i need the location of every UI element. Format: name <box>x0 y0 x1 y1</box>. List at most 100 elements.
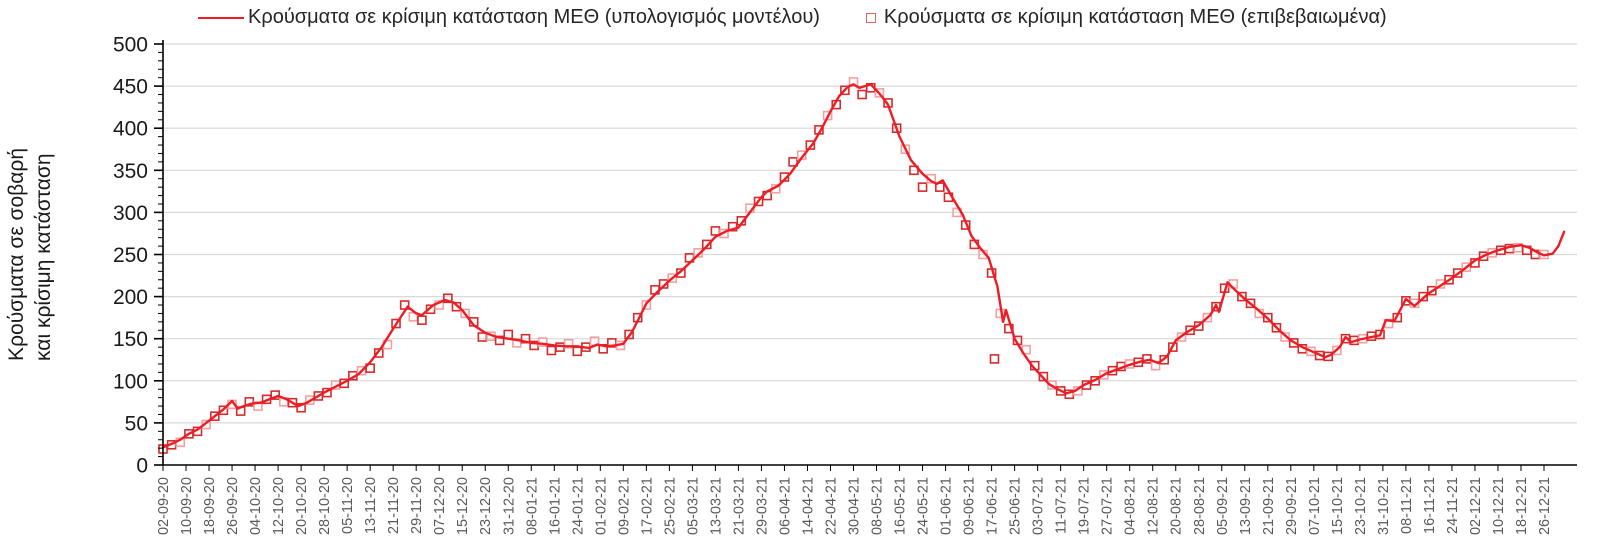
y-tick-label: 150 <box>113 328 148 351</box>
confirmed-point <box>753 196 764 207</box>
x-tick-label: 13-09-21 <box>1238 477 1254 535</box>
confirmed-point <box>701 239 712 250</box>
x-tick-label: 02-09-20 <box>156 477 172 535</box>
y-axis-title: Κρούσματα σε σοβαρή και κρίσιμη κατάστασ… <box>4 44 57 465</box>
x-tick-label: 30-04-21 <box>847 477 863 535</box>
legend: Κρούσματα σε κρίσιμη κατάσταση ΜΕΘ (υπολ… <box>198 6 1387 29</box>
confirmed-point <box>1332 345 1342 356</box>
gridlines <box>163 43 1577 424</box>
x-tick-label: 19-07-21 <box>1077 477 1093 535</box>
confirmed-point <box>270 390 281 400</box>
model-line <box>161 83 1566 449</box>
x-tick-label: 25-06-21 <box>1008 477 1024 535</box>
confirmed-point <box>365 363 375 373</box>
confirmed-point <box>1271 322 1282 333</box>
x-tick-label: 04-08-21 <box>1123 477 1139 535</box>
x-tick-label: 10-12-21 <box>1491 477 1507 535</box>
x-tick-label: 24-01-21 <box>570 477 586 535</box>
confirmed-point <box>563 338 574 349</box>
y-axis-ticks: 0 50 100 150 200 250 300 350 400 450 500 <box>113 34 163 478</box>
confirmed-point <box>572 346 583 357</box>
confirmed-point <box>1176 332 1187 342</box>
confirmed-point <box>1444 274 1454 285</box>
x-tick-label: 25-02-21 <box>662 477 678 535</box>
y-tick-label: 500 <box>113 34 148 57</box>
x-tick-label: 12-10-20 <box>271 477 287 535</box>
x-tick-label: 29-11-20 <box>409 477 425 534</box>
x-tick-label: 24-11-21 <box>1445 477 1461 534</box>
confirmed-point <box>1142 354 1152 364</box>
confirmed-point <box>667 273 678 283</box>
y-tick-label: 350 <box>113 160 148 183</box>
x-tick-label: 12-08-21 <box>1146 477 1162 535</box>
x-tick-label: 23-12-20 <box>478 477 494 535</box>
x-tick-label: 21-09-21 <box>1261 477 1277 535</box>
x-tick-label: 17-06-21 <box>985 477 1001 535</box>
confirmed-point <box>443 293 453 304</box>
x-tick-label: 08-11-21 <box>1399 477 1415 534</box>
confirmed-point <box>840 85 850 96</box>
y-tick-label: 200 <box>113 286 148 309</box>
confirmed-point <box>1426 285 1437 296</box>
confirmed-point <box>1288 338 1299 348</box>
confirmed-point <box>857 89 867 100</box>
x-tick-label: 15-10-21 <box>1330 477 1346 535</box>
confirmed-point <box>1193 321 1204 331</box>
confirmed-point <box>218 405 229 416</box>
confirmed-point <box>1375 329 1385 340</box>
x-tick-label: 16-01-21 <box>547 477 563 535</box>
x-tick-label: 08-01-21 <box>524 477 540 535</box>
x-tick-label: 08-05-21 <box>870 477 886 535</box>
y-axis-title-line1: Κρούσματα σε σοβαρή <box>5 148 28 361</box>
x-tick-label: 29-03-21 <box>754 477 770 535</box>
x-tick-label: 28-10-20 <box>317 477 333 535</box>
confirmed-point <box>1280 332 1290 342</box>
y-tick-label: 0 <box>136 455 148 478</box>
x-tick-label: 20-08-21 <box>1169 477 1185 535</box>
x-tick-label: 23-10-21 <box>1353 477 1369 535</box>
legend-model-label: Κρούσματα σε κρίσιμη κατάσταση ΜΕΘ (υπολ… <box>248 6 820 28</box>
legend-item-model: Κρούσματα σε κρίσιμη κατάσταση ΜΕΘ (υπολ… <box>198 6 820 29</box>
confirmed-points <box>158 77 1549 454</box>
x-tick-label: 21-11-20 <box>386 477 402 534</box>
confirmed-point <box>1237 291 1247 302</box>
y-tick-label: 300 <box>113 202 148 225</box>
confirmed-point <box>1452 268 1463 278</box>
x-tick-label: 24-05-21 <box>916 477 932 535</box>
x-tick-label: 07-10-21 <box>1307 477 1323 535</box>
x-tick-label: 26-09-20 <box>225 477 241 535</box>
y-axis-title-line2: και κρίσιμη κατάσταση <box>32 153 55 361</box>
confirmed-point <box>788 157 798 167</box>
axes <box>162 40 1577 466</box>
x-tick-label: 13-11-20 <box>363 477 379 534</box>
confirmed-point <box>391 318 401 329</box>
x-tick-label: 13-03-21 <box>708 477 724 535</box>
x-tick-label: 26-12-21 <box>1537 477 1553 535</box>
x-tick-label: 03-07-21 <box>1031 477 1047 535</box>
x-tick-label: 09-06-21 <box>962 477 978 535</box>
y-tick-label: 450 <box>113 76 148 99</box>
x-tick-label: 06-04-21 <box>777 477 793 535</box>
x-tick-label: 28-08-21 <box>1192 477 1208 535</box>
confirmed-point <box>460 308 470 319</box>
y-tick-label: 50 <box>125 412 148 435</box>
confirmed-point <box>848 77 859 87</box>
x-tick-label: 29-09-21 <box>1284 477 1300 535</box>
legend-confirmed-label: Κρούσματα σε κρίσιμη κατάσταση ΜΕΘ (επιβ… <box>883 6 1387 28</box>
confirmed-point <box>900 144 911 155</box>
x-tick-label: 20-10-20 <box>294 477 310 535</box>
confirmed-point <box>805 140 816 150</box>
x-tick-label: 27-07-21 <box>1100 477 1116 535</box>
x-tick-label: 16-05-21 <box>893 477 909 535</box>
x-tick-label: 07-12-20 <box>432 477 448 535</box>
confirmed-point <box>1004 323 1014 334</box>
x-tick-label: 05-03-21 <box>685 477 701 535</box>
confirmed-point <box>477 332 488 342</box>
x-tick-label: 05-09-21 <box>1215 477 1231 535</box>
confirmed-point <box>1418 291 1428 302</box>
x-tick-label: 22-04-21 <box>823 477 839 535</box>
model-line-marker-icon <box>198 16 244 19</box>
confirmed-point <box>1159 354 1170 365</box>
